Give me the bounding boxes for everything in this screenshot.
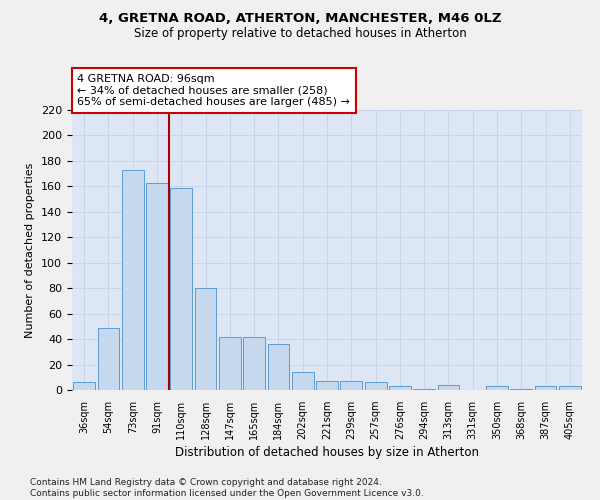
Text: Contains HM Land Registry data © Crown copyright and database right 2024.
Contai: Contains HM Land Registry data © Crown c… <box>30 478 424 498</box>
Bar <box>292 372 314 390</box>
Bar <box>437 385 460 390</box>
Bar <box>389 386 411 390</box>
X-axis label: Distribution of detached houses by size in Atherton: Distribution of detached houses by size … <box>175 446 479 459</box>
Bar <box>511 388 532 390</box>
Bar <box>486 386 508 390</box>
Bar <box>559 386 581 390</box>
Bar <box>146 182 168 390</box>
Bar <box>413 388 435 390</box>
Text: 4 GRETNA ROAD: 96sqm
← 34% of detached houses are smaller (258)
65% of semi-deta: 4 GRETNA ROAD: 96sqm ← 34% of detached h… <box>77 74 350 107</box>
Bar <box>170 188 192 390</box>
Text: 4, GRETNA ROAD, ATHERTON, MANCHESTER, M46 0LZ: 4, GRETNA ROAD, ATHERTON, MANCHESTER, M4… <box>99 12 501 26</box>
Bar <box>535 386 556 390</box>
Y-axis label: Number of detached properties: Number of detached properties <box>25 162 35 338</box>
Bar <box>97 328 119 390</box>
Bar <box>365 382 386 390</box>
Text: Size of property relative to detached houses in Atherton: Size of property relative to detached ho… <box>134 28 466 40</box>
Bar <box>122 170 143 390</box>
Bar <box>243 336 265 390</box>
Bar <box>268 344 289 390</box>
Bar <box>316 381 338 390</box>
Bar <box>340 381 362 390</box>
Bar <box>73 382 95 390</box>
Bar <box>219 336 241 390</box>
Bar <box>194 288 217 390</box>
